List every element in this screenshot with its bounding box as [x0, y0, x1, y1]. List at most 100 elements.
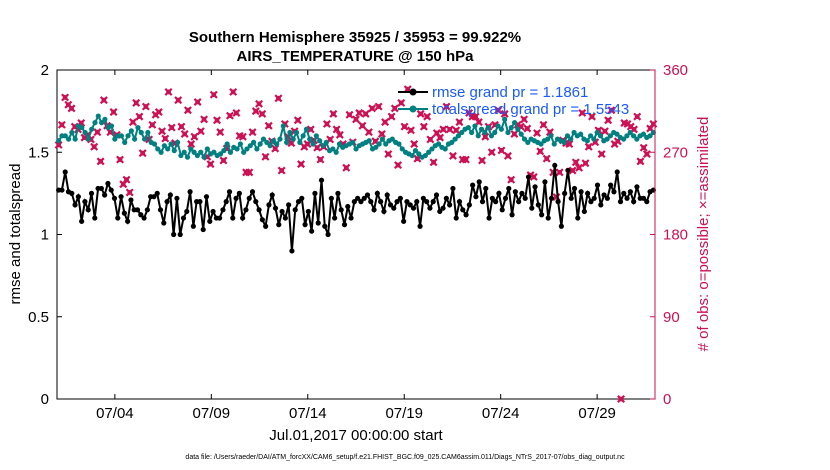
rmse-point: [410, 205, 417, 211]
obs-count-marker: [57, 120, 66, 129]
obs-count-marker: [200, 115, 209, 124]
rmse-point: [338, 207, 344, 213]
rmse-point: [328, 195, 334, 201]
totalspread-point: [353, 146, 359, 152]
obs-count-marker: [494, 106, 503, 115]
obs-count-marker: [607, 106, 616, 115]
chart-title: Southern Hemisphere 35925 / 35953 = 99.9…: [189, 29, 521, 46]
x-tick-label: 07/14: [289, 405, 327, 422]
totalspread-point: [409, 152, 415, 159]
rmse-point: [102, 192, 108, 198]
totalspread-point: [399, 146, 405, 152]
y-tick-label: 0: [41, 391, 49, 408]
rmse-point: [565, 167, 571, 173]
totalspread-point: [508, 124, 514, 131]
totalspread-point: [227, 149, 234, 155]
totalspread-point: [112, 136, 118, 142]
rmse-point: [358, 199, 364, 205]
rmse-point: [585, 190, 591, 196]
rmse-point: [456, 199, 463, 205]
rmse-point: [473, 194, 479, 200]
rmse-point: [621, 190, 627, 196]
rmse-point: [568, 195, 574, 201]
obs-count-marker: [416, 109, 425, 118]
rmse-point: [180, 215, 187, 221]
obs-count-marker: [568, 166, 577, 175]
totalspread-point: [647, 133, 653, 139]
totalspread-point: [426, 149, 432, 155]
totalspread-point: [597, 133, 604, 139]
totalspread-point: [594, 129, 600, 136]
y-axis-label: rmse and totalspread: [7, 164, 24, 305]
totalspread-point: [525, 139, 531, 145]
totalspread-point: [280, 123, 286, 129]
rmse-point: [617, 199, 624, 205]
rmse-point: [591, 195, 597, 201]
rmse-point: [279, 208, 285, 215]
totalspread-point: [125, 133, 131, 139]
obs-count-marker: [523, 124, 532, 133]
totalspread-point: [118, 133, 125, 139]
totalspread-point: [502, 116, 508, 122]
totalspread-point: [568, 136, 574, 142]
rmse-point: [558, 223, 564, 229]
rmse-point: [351, 199, 357, 205]
rmse-point: [466, 202, 472, 208]
totalspread-point: [79, 124, 85, 131]
totalspread-point: [132, 136, 138, 142]
obs-count-marker: [539, 120, 548, 129]
totalspread-point: [237, 141, 243, 147]
rmse-point: [519, 190, 525, 196]
rmse-point: [470, 182, 476, 188]
rmse-point: [59, 187, 65, 193]
obs-count-marker: [183, 106, 192, 115]
obs-count-marker: [132, 98, 141, 107]
totalspread-point: [627, 129, 633, 136]
obs-count-marker: [636, 157, 645, 166]
y-tick-label-right: 180: [663, 227, 688, 244]
rmse-point: [233, 195, 239, 201]
rmse-point: [161, 220, 167, 226]
obs-count-marker: [419, 122, 428, 131]
obs-count-marker: [90, 142, 99, 151]
rmse-point: [476, 179, 482, 185]
totalspread-point: [188, 146, 194, 152]
totalspread-point: [634, 136, 640, 142]
rmse-point: [230, 215, 236, 221]
obs-count-marker: [439, 125, 448, 134]
obs-count-marker: [639, 143, 648, 152]
obs-count-marker: [471, 112, 480, 121]
totalspread-point: [475, 133, 481, 139]
obs-count-marker: [455, 118, 464, 127]
rmse-point: [243, 207, 249, 213]
totalspread-point: [389, 136, 395, 142]
rmse-point: [364, 192, 371, 198]
obs-count-marker: [277, 166, 286, 175]
obs-count-marker: [77, 119, 86, 127]
rmse-point: [397, 195, 403, 201]
obs-count-marker: [209, 90, 218, 99]
rmse-point: [171, 231, 177, 238]
obs-count-marker: [604, 116, 613, 125]
totalspread-point: [165, 146, 171, 152]
totalspread-point: [297, 139, 303, 145]
obs-count-marker: [503, 151, 512, 160]
totalspread-point: [538, 141, 544, 147]
rmse-point: [608, 182, 614, 188]
totalspread-point: [495, 123, 501, 129]
totalspread-point: [624, 133, 630, 139]
rmse-point: [292, 207, 298, 213]
rmse-point: [644, 199, 650, 205]
rmse-point: [141, 215, 147, 221]
y-axis-label-right: # of obs: o=possible; ×=assimilated: [695, 117, 712, 352]
rmse-point: [348, 215, 354, 221]
totalspread-point: [108, 123, 115, 129]
obs-count-marker: [329, 109, 338, 118]
rmse-point: [138, 212, 144, 218]
rmse-point: [82, 199, 88, 205]
totalspread-point: [545, 136, 551, 142]
rmse-point: [121, 210, 127, 216]
obs-count-marker: [148, 120, 157, 129]
totalspread-point: [241, 149, 247, 155]
totalspread-point: [250, 139, 257, 145]
